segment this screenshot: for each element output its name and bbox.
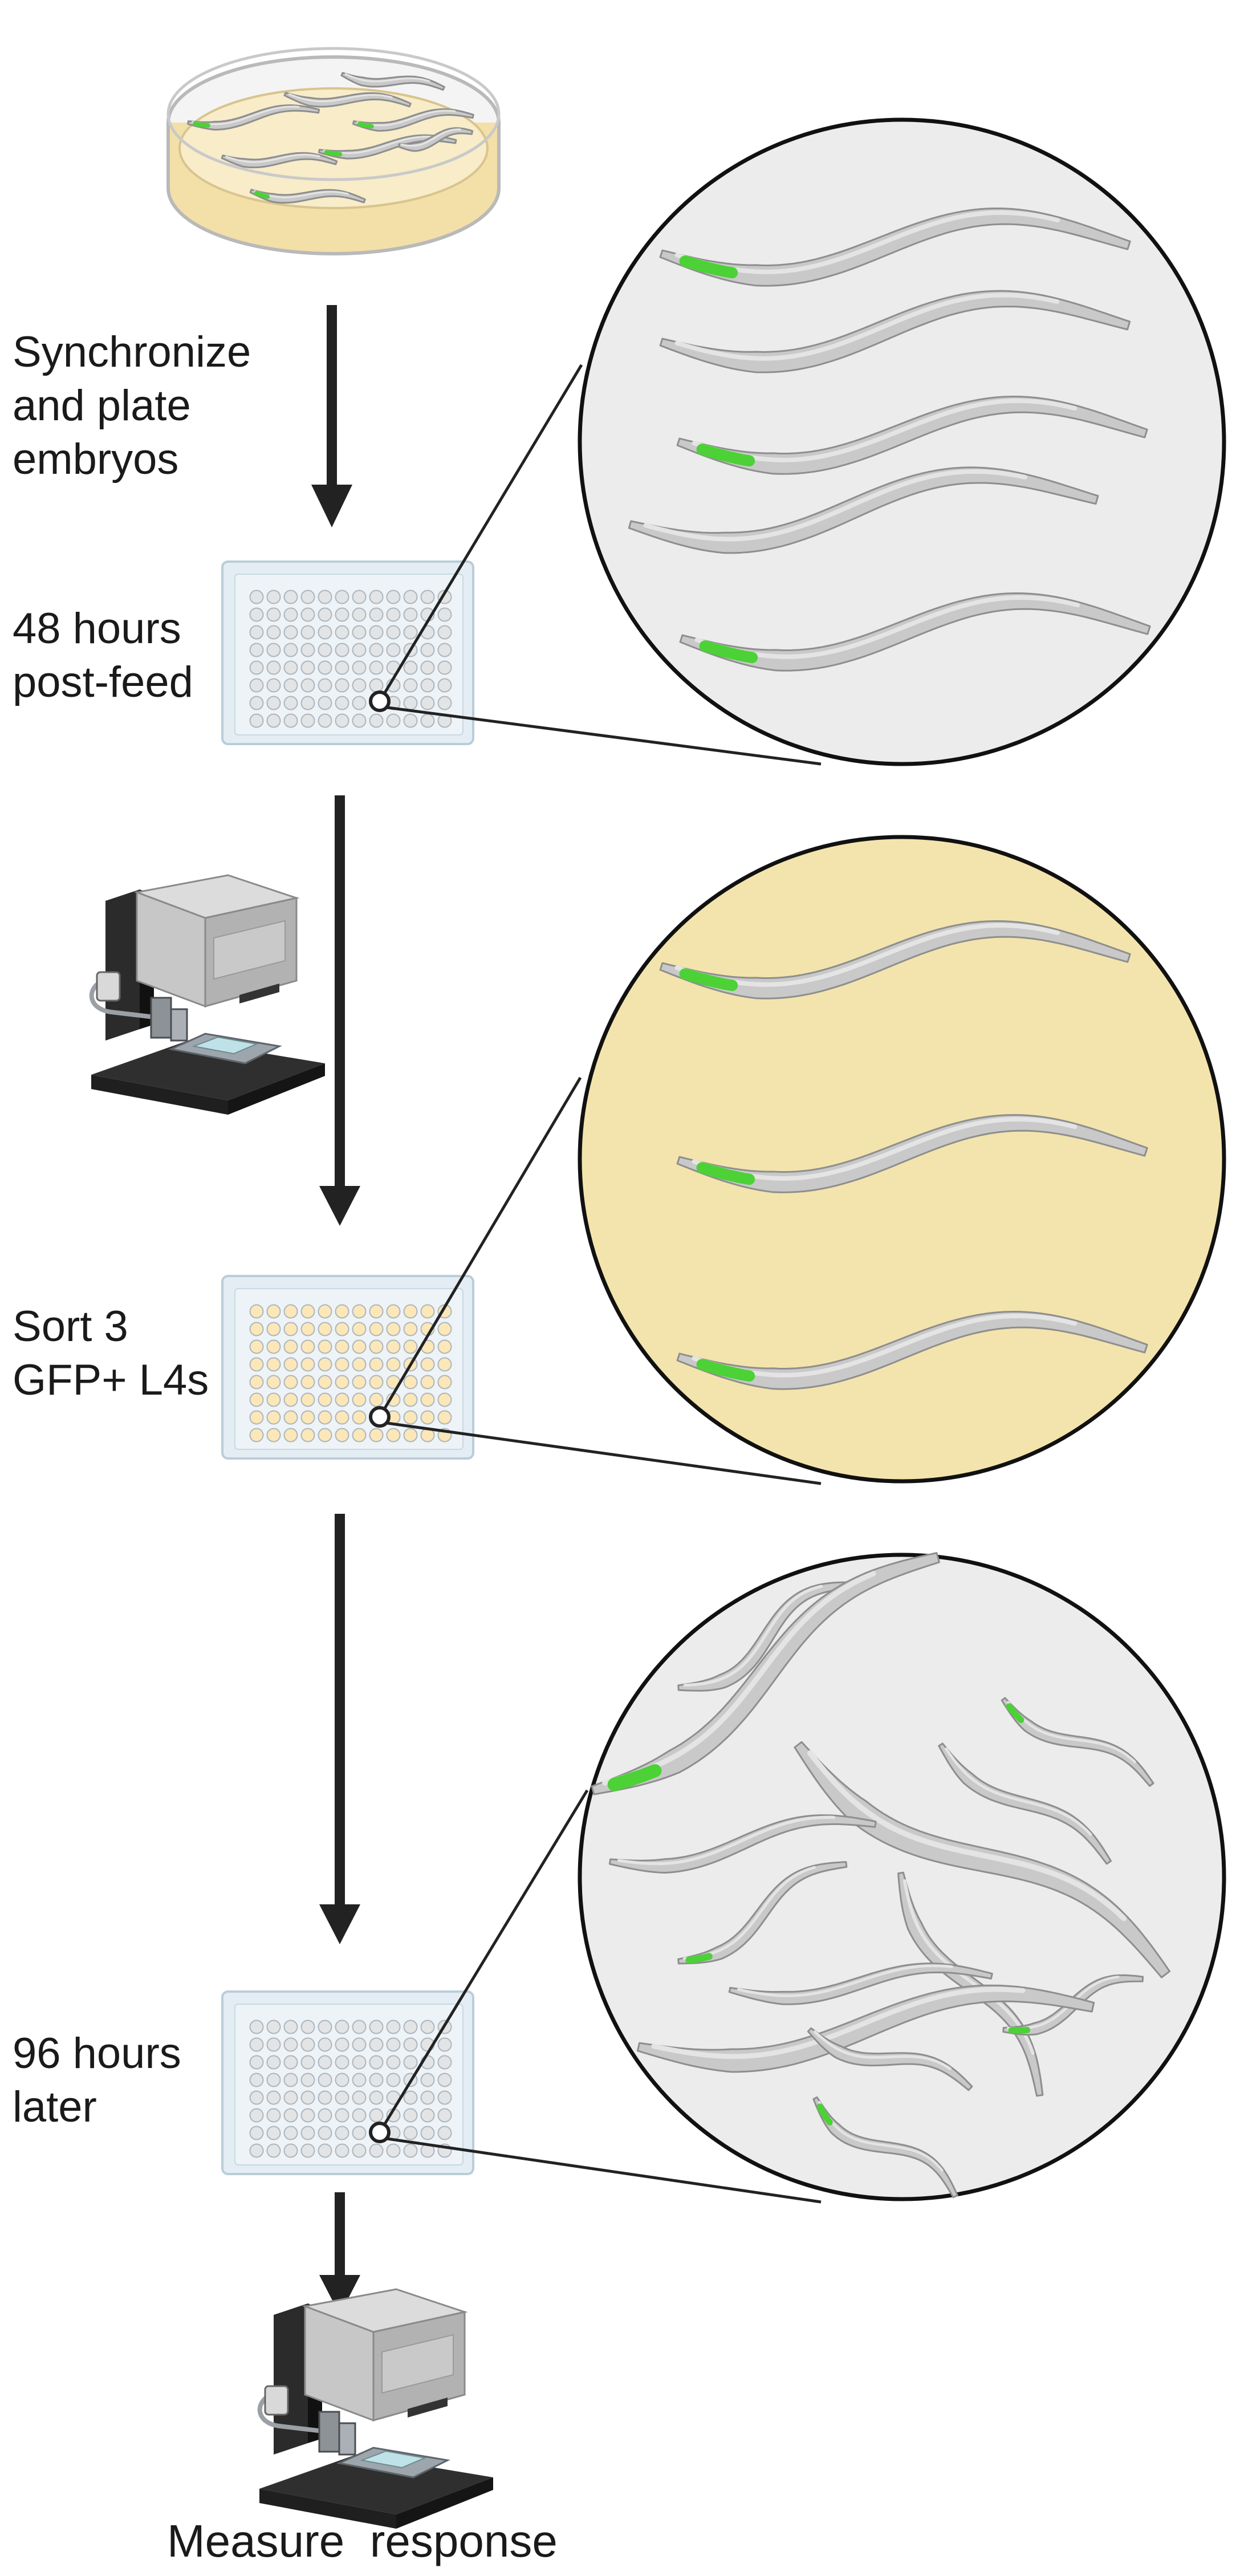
zoom-well-marker — [369, 2122, 391, 2143]
96-well-plate-icon — [221, 1990, 474, 2175]
arrow-3 — [319, 1514, 360, 1944]
c-elegans-worm-icon — [679, 592, 1151, 672]
c-elegans-worm-icon — [728, 1963, 993, 2005]
zoom-circle-48h — [578, 117, 1226, 766]
worm-group — [659, 920, 1148, 1390]
c-elegans-worm-icon — [676, 396, 1148, 475]
c-elegans-worm-icon — [352, 108, 474, 132]
c-elegans-worm-icon — [283, 92, 412, 108]
c-elegans-worm-icon — [812, 2096, 958, 2199]
c-elegans-worm-icon — [628, 466, 1099, 554]
caption-measure-response: Measure response — [167, 2516, 558, 2566]
c-elegans-worm-icon — [608, 1814, 877, 1874]
worm-sorter-instrument-icon — [89, 874, 325, 1115]
c-elegans-worm-icon — [807, 2027, 973, 2091]
step-label-96-hours: 96 hours later — [13, 2029, 181, 2131]
c-elegans-worm-icon — [636, 1984, 1095, 2073]
c-elegans-worm-icon — [677, 1861, 848, 1965]
96-well-plate-icon — [221, 1275, 474, 1460]
c-elegans-worm-icon — [398, 127, 474, 152]
zoom-lines-1 — [381, 364, 822, 766]
c-elegans-worm-icon — [221, 152, 338, 169]
arrow-4 — [319, 2192, 360, 2315]
arrow-2 — [319, 795, 360, 1226]
step-label-sort: Sort 3 GFP+ L4s — [13, 1302, 209, 1404]
c-elegans-worm-icon — [938, 1742, 1112, 1865]
96-well-plate-icon — [221, 560, 474, 745]
c-elegans-worm-icon — [1001, 1697, 1154, 1787]
c-elegans-worm-icon — [340, 72, 445, 91]
worm-sorter-instrument-icon — [257, 2288, 493, 2529]
c-elegans-worm-icon — [591, 1552, 940, 1795]
dish-worms — [187, 72, 474, 204]
zoom-circle-96h — [578, 1552, 1226, 2201]
c-elegans-worm-icon — [794, 1741, 1171, 1978]
worm-group — [591, 1552, 1171, 2199]
zoom-well-marker — [369, 1406, 391, 1428]
zoom-lines-3 — [381, 1789, 822, 2204]
arrow-1 — [311, 305, 352, 527]
c-elegans-worm-icon — [659, 920, 1131, 999]
c-elegans-worm-icon — [249, 189, 366, 204]
worm-group — [628, 208, 1151, 672]
step-label-synchronize: Synchronize and plate embryos — [13, 328, 251, 483]
zoom-circle-sorted — [578, 835, 1226, 1484]
c-elegans-worm-icon — [676, 1311, 1148, 1390]
petri-dish-icon — [166, 47, 501, 255]
step-label-48-hours: 48 hours post-feed — [13, 604, 193, 706]
zoom-well-marker — [369, 690, 391, 712]
c-elegans-worm-icon — [659, 290, 1131, 373]
zoom-lines-2 — [381, 1076, 822, 1485]
c-elegans-worm-icon — [187, 104, 320, 131]
c-elegans-worm-icon — [659, 208, 1131, 287]
c-elegans-worm-icon — [676, 1114, 1148, 1193]
